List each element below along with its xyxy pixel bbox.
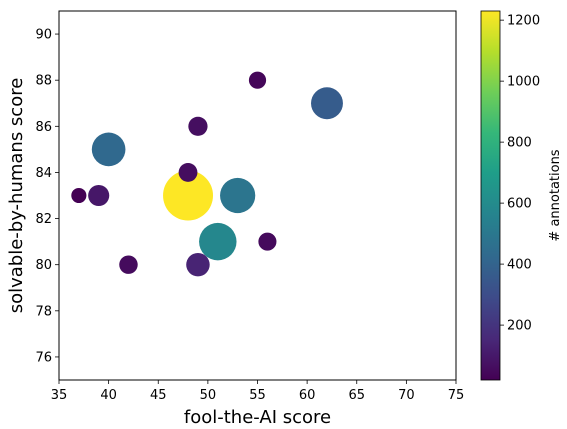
data-point: [88, 184, 110, 207]
y-tick-label: 88: [35, 74, 52, 89]
colorbar-title: # annotations: [548, 149, 563, 241]
x-tick-label: 75: [448, 388, 465, 403]
y-tick-label: 90: [35, 28, 52, 43]
colorbar-tick-label: 1200: [507, 14, 540, 29]
data-point: [220, 177, 256, 214]
colorbar-tick-label: 400: [507, 258, 532, 273]
x-tick-label: 45: [150, 388, 167, 403]
data-point: [91, 132, 126, 167]
x-tick-label: 35: [51, 388, 68, 403]
y-axis: 76 78 80 82 84 86 88 90: [35, 28, 59, 365]
x-tick-label: 55: [249, 388, 266, 403]
data-point: [163, 170, 214, 221]
y-tick-label: 78: [35, 304, 52, 319]
data-point: [199, 222, 237, 261]
y-tick-label: 80: [35, 258, 52, 273]
x-tick-label: 50: [200, 388, 217, 403]
colorbar-tick-label: 200: [507, 319, 532, 334]
colorbar: [480, 10, 501, 381]
x-tick-label: 65: [348, 388, 365, 403]
x-tick-label: 40: [100, 388, 117, 403]
data-point: [71, 187, 87, 204]
data-point: [248, 71, 267, 89]
x-axis: 35 40 45 50 55 60 65 70 75: [51, 380, 465, 403]
x-tick-label: 60: [299, 388, 316, 403]
data-point: [186, 252, 210, 277]
x-tick-label: 70: [398, 388, 415, 403]
colorbar-axis: 200 400 600 800 1000 1200: [500, 14, 540, 334]
y-tick-label: 76: [35, 350, 52, 365]
y-tick-label: 86: [35, 120, 52, 135]
data-points: [71, 71, 343, 277]
data-point: [258, 232, 277, 251]
plot-background: [59, 11, 456, 380]
data-point: [188, 116, 208, 136]
data-point: [311, 87, 343, 120]
data-point: [178, 163, 198, 182]
x-axis-title: fool-the-AI score: [184, 407, 331, 428]
data-point: [119, 255, 138, 274]
y-axis-title: solvable-by-humans score: [6, 78, 27, 314]
colorbar-tick-label: 800: [507, 136, 532, 151]
y-tick-label: 82: [35, 212, 52, 227]
y-tick-label: 84: [35, 166, 52, 181]
colorbar-tick-label: 1000: [507, 75, 540, 90]
colorbar-tick-label: 600: [507, 197, 532, 212]
